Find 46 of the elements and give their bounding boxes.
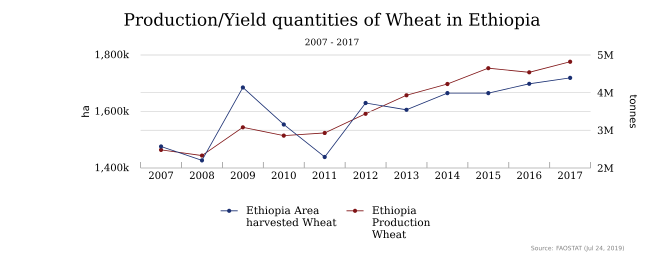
chart-title: Production/Yield quantities of Wheat in Ethiopia <box>124 12 540 30</box>
point <box>404 108 409 112</box>
y-axis-title: ha <box>81 106 90 117</box>
y2-tick-label: 5M <box>598 51 614 59</box>
y-tick-label: 1,400k <box>96 164 130 172</box>
point <box>282 122 286 127</box>
x-tick-label: 2017 <box>558 172 582 180</box>
point <box>404 93 409 98</box>
x-tick-label: 2007 <box>149 172 174 180</box>
x-tick-label: 2012 <box>354 172 378 180</box>
point <box>445 91 450 96</box>
y2-tick-label: 2M <box>598 164 614 172</box>
chart-subtitle: 2007 - 2017 <box>305 38 359 46</box>
x-tick-label: 2014 <box>435 172 460 180</box>
y2-axis-title: tonnes <box>630 94 637 128</box>
y2-tick-label: 3M <box>598 126 614 134</box>
point <box>568 60 572 64</box>
x-tick-label: 2008 <box>190 172 214 180</box>
point <box>527 82 532 86</box>
legend-label: Ethiopia Area harvested Wheat <box>246 206 336 226</box>
y-tick-label: 1,800k <box>96 50 130 60</box>
point <box>364 100 368 106</box>
point <box>527 70 532 74</box>
x-tick-label: 2010 <box>272 172 296 180</box>
point <box>322 130 327 136</box>
point <box>200 158 204 162</box>
point <box>240 125 245 130</box>
y-tick-label: 1,600k <box>96 107 130 116</box>
point <box>568 76 572 80</box>
point <box>282 133 286 138</box>
x-tick-label: 2013 <box>394 172 418 180</box>
legend-label: Ethiopia Production Wheat <box>372 206 430 238</box>
point <box>240 85 245 90</box>
point <box>200 153 204 158</box>
x-tick-label: 2016 <box>517 172 542 180</box>
x-tick-label: 2015 <box>476 172 500 180</box>
point <box>364 112 368 116</box>
point <box>158 144 164 149</box>
point <box>486 91 490 96</box>
x-tick-label: 2011 <box>312 172 336 180</box>
x-tick-label: 2009 <box>230 172 255 180</box>
point <box>158 148 164 152</box>
point <box>486 66 490 70</box>
y2-tick-label: 4M <box>597 88 614 96</box>
point <box>322 154 327 160</box>
point <box>445 82 450 86</box>
